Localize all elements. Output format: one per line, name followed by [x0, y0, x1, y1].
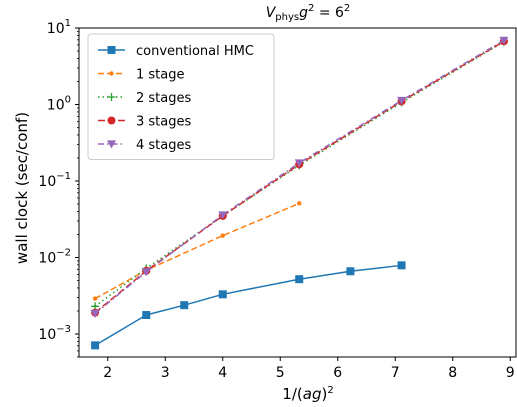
legend-label: 2 stages	[136, 91, 191, 106]
data-point	[107, 116, 116, 125]
series	[92, 201, 302, 301]
x-tick-label: 9	[506, 365, 515, 381]
x-tick-label: 2	[103, 365, 112, 381]
legend: conventional HMC 1 stage 2 stages 3 stages 4…	[87, 33, 275, 160]
y-tick-label: 10−1	[38, 171, 71, 190]
legend-box	[87, 33, 275, 160]
y-tick-label: 10−2	[38, 247, 71, 266]
data-point	[91, 341, 100, 350]
series-line	[94, 40, 505, 314]
x-tick-label: 4	[218, 365, 227, 381]
data-point	[295, 275, 304, 284]
legend-entry: conventional HMC	[98, 44, 254, 59]
data-point	[297, 201, 302, 206]
plot-area	[90, 36, 509, 350]
data-point	[90, 309, 100, 319]
data-point	[220, 233, 225, 238]
x-tick-label: 7	[391, 365, 400, 381]
axes: 2 3 4 5 6 7 8 9 10−3 10−2 10−1 100 101	[38, 18, 517, 381]
data-point	[180, 301, 189, 310]
x-axis-label: 1/(ag)2	[282, 385, 333, 403]
series	[90, 36, 509, 319]
legend-label: 1 stage	[136, 68, 185, 83]
legend-entry: 3 stages	[98, 115, 191, 130]
data-point	[218, 211, 228, 220]
chart-title: Vphysg2 = 62	[266, 3, 351, 23]
x-tick-label: 5	[276, 365, 285, 381]
y-axis-label: wall clock (sec/conf)	[13, 112, 31, 264]
legend-entry: 2 stages	[98, 91, 191, 106]
x-tick-label: 6	[333, 365, 342, 381]
legend-label: conventional HMC	[136, 44, 254, 59]
y-tick-label: 10−3	[38, 324, 71, 343]
data-point	[142, 311, 151, 320]
y-tick-label: 101	[47, 18, 71, 37]
data-point	[499, 36, 509, 45]
data-point	[141, 268, 151, 277]
series-line	[94, 264, 402, 346]
data-point	[397, 96, 407, 105]
x-tick-label: 8	[448, 365, 457, 381]
series	[91, 261, 406, 350]
legend-entry: 4 stages	[98, 138, 191, 153]
data-point	[107, 140, 116, 149]
series-line	[94, 41, 505, 307]
legend-label: 3 stages	[136, 115, 191, 130]
x-tick-label: 3	[161, 365, 170, 381]
legend-entry: 1 stage	[98, 68, 185, 83]
y-tick-label: 100	[47, 94, 71, 113]
data-point	[92, 296, 98, 301]
legend-label: 4 stages	[136, 138, 191, 153]
data-point	[109, 71, 114, 76]
series-line	[94, 39, 505, 315]
data-point	[107, 46, 116, 54]
data-point	[107, 93, 116, 101]
series-line	[94, 202, 300, 300]
data-point	[346, 267, 355, 276]
data-point	[397, 261, 406, 270]
data-point	[218, 290, 227, 299]
data-point	[294, 159, 304, 168]
